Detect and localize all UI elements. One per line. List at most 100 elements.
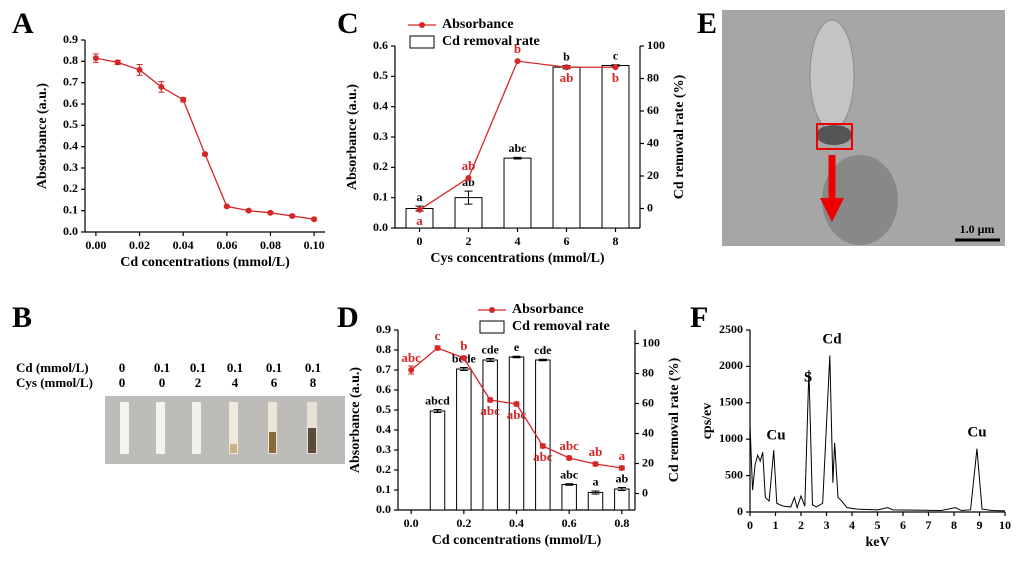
cell: 0.1: [305, 360, 321, 375]
y-tick-label: 0.4: [376, 422, 391, 436]
y-tick-label: 0: [737, 504, 743, 518]
y-tick-label: 0.3: [63, 160, 78, 174]
bar-label: a: [593, 475, 599, 489]
y-tick-label: 0.9: [63, 32, 78, 46]
panel-letter: F: [690, 301, 708, 334]
panel-letter: C: [337, 7, 359, 40]
point-label: a: [416, 213, 423, 228]
x-tick-label: 0.8: [614, 516, 629, 530]
x-tick-label: 4: [849, 518, 855, 532]
point: [612, 64, 619, 71]
x-tick-label: 10: [999, 518, 1011, 532]
legend-swatch: [409, 35, 435, 49]
y2-tick-label: 20: [647, 168, 659, 182]
y-tick-label: 0.1: [376, 482, 391, 496]
x-axis-label: Cys concentrations (mmol/L): [430, 251, 605, 266]
y-tick-label: 0.3: [376, 442, 391, 456]
point-label: a: [619, 448, 626, 463]
y-tick-label: 0.5: [373, 68, 388, 82]
peak-label: Cu: [967, 424, 986, 440]
panel-letter: A: [12, 7, 34, 40]
point-label: abc: [533, 449, 553, 464]
x-tick-label: 3: [824, 518, 830, 532]
bar: [561, 484, 577, 511]
peak-label: Cu: [766, 427, 785, 443]
x-tick-label: 0.4: [509, 516, 524, 530]
bar-label: abc: [560, 468, 579, 482]
x-tick-label: 0.06: [216, 238, 237, 252]
error-bar: [486, 358, 495, 362]
y-tick-label: 2000: [719, 358, 743, 372]
scale-bar-label: 1.0 μm: [960, 222, 995, 236]
cell: 0: [159, 375, 166, 390]
point: [408, 367, 415, 373]
y2-tick-label: 100: [642, 335, 660, 349]
point: [158, 83, 165, 90]
point: [566, 455, 573, 461]
bar-label: cde: [482, 342, 500, 356]
x-axis-label: Cd concentrations (mmol/L): [120, 255, 290, 270]
strip-stain: [308, 428, 316, 453]
precipitate: [816, 125, 852, 145]
point: [92, 55, 99, 62]
error-bar: [464, 190, 473, 205]
y-tick-label: 0.6: [373, 38, 388, 52]
bar: [587, 491, 604, 511]
point: [514, 58, 521, 65]
point: [434, 345, 441, 351]
y-tick-label: 0.3: [373, 129, 388, 143]
y2-tick-label: 100: [647, 38, 665, 52]
bar: [552, 66, 581, 229]
y2-tick-label: 60: [642, 395, 654, 409]
legend-label: Absorbance: [442, 17, 514, 32]
cell: 0.1: [154, 360, 170, 375]
point: [592, 461, 599, 467]
x-tick-label: 8: [951, 518, 957, 532]
micrograph: 1.0 μm E: [697, 7, 1005, 246]
strip-stain: [269, 432, 276, 453]
strip-photo: [105, 396, 345, 464]
bar-label: abcd: [425, 393, 450, 407]
bar-label: a: [417, 190, 423, 204]
photo-background: [105, 396, 345, 464]
y-tick-label: 0.6: [63, 96, 78, 110]
cell: 2: [195, 375, 202, 390]
point: [563, 64, 570, 71]
x-tick-label: 0: [747, 518, 753, 532]
error-bar: [538, 358, 547, 362]
bar-label: ab: [462, 175, 475, 189]
y2-axis-label: Cd removal rate (%): [667, 357, 682, 482]
point: [114, 59, 121, 66]
line: [749, 355, 1006, 512]
point: [513, 401, 520, 407]
point: [202, 151, 208, 158]
point: [289, 213, 296, 219]
point-label: ab: [560, 70, 574, 85]
y-tick-label: 0.1: [63, 202, 78, 216]
cell: 6: [271, 375, 278, 390]
x-tick-label: 0.08: [260, 238, 281, 252]
panel-letter: D: [337, 301, 359, 334]
point-label: ab: [589, 444, 603, 459]
x-tick-label: 0.04: [173, 238, 194, 252]
legend-marker: [489, 307, 495, 313]
point: [465, 174, 472, 181]
cell: [822, 155, 898, 245]
x-tick-label: 0.10: [304, 238, 325, 252]
point: [618, 465, 625, 471]
y-tick-label: 0.0: [63, 224, 78, 238]
y2-tick-label: 80: [647, 70, 659, 84]
y2-tick-label: 0: [647, 200, 653, 214]
error-bar: [459, 367, 468, 371]
x-tick-label: 0.0: [404, 516, 419, 530]
x-tick-label: 8: [613, 234, 619, 248]
legend-label: Cd removal rate: [512, 319, 610, 334]
point: [539, 443, 546, 449]
bar: [614, 488, 630, 511]
cell: 4: [232, 375, 239, 390]
bar-label: ab: [615, 471, 628, 485]
bar: [535, 359, 551, 511]
strip-stain: [230, 444, 237, 453]
y-tick-label: 2500: [719, 322, 743, 336]
y-tick-label: 0.9: [376, 322, 391, 336]
